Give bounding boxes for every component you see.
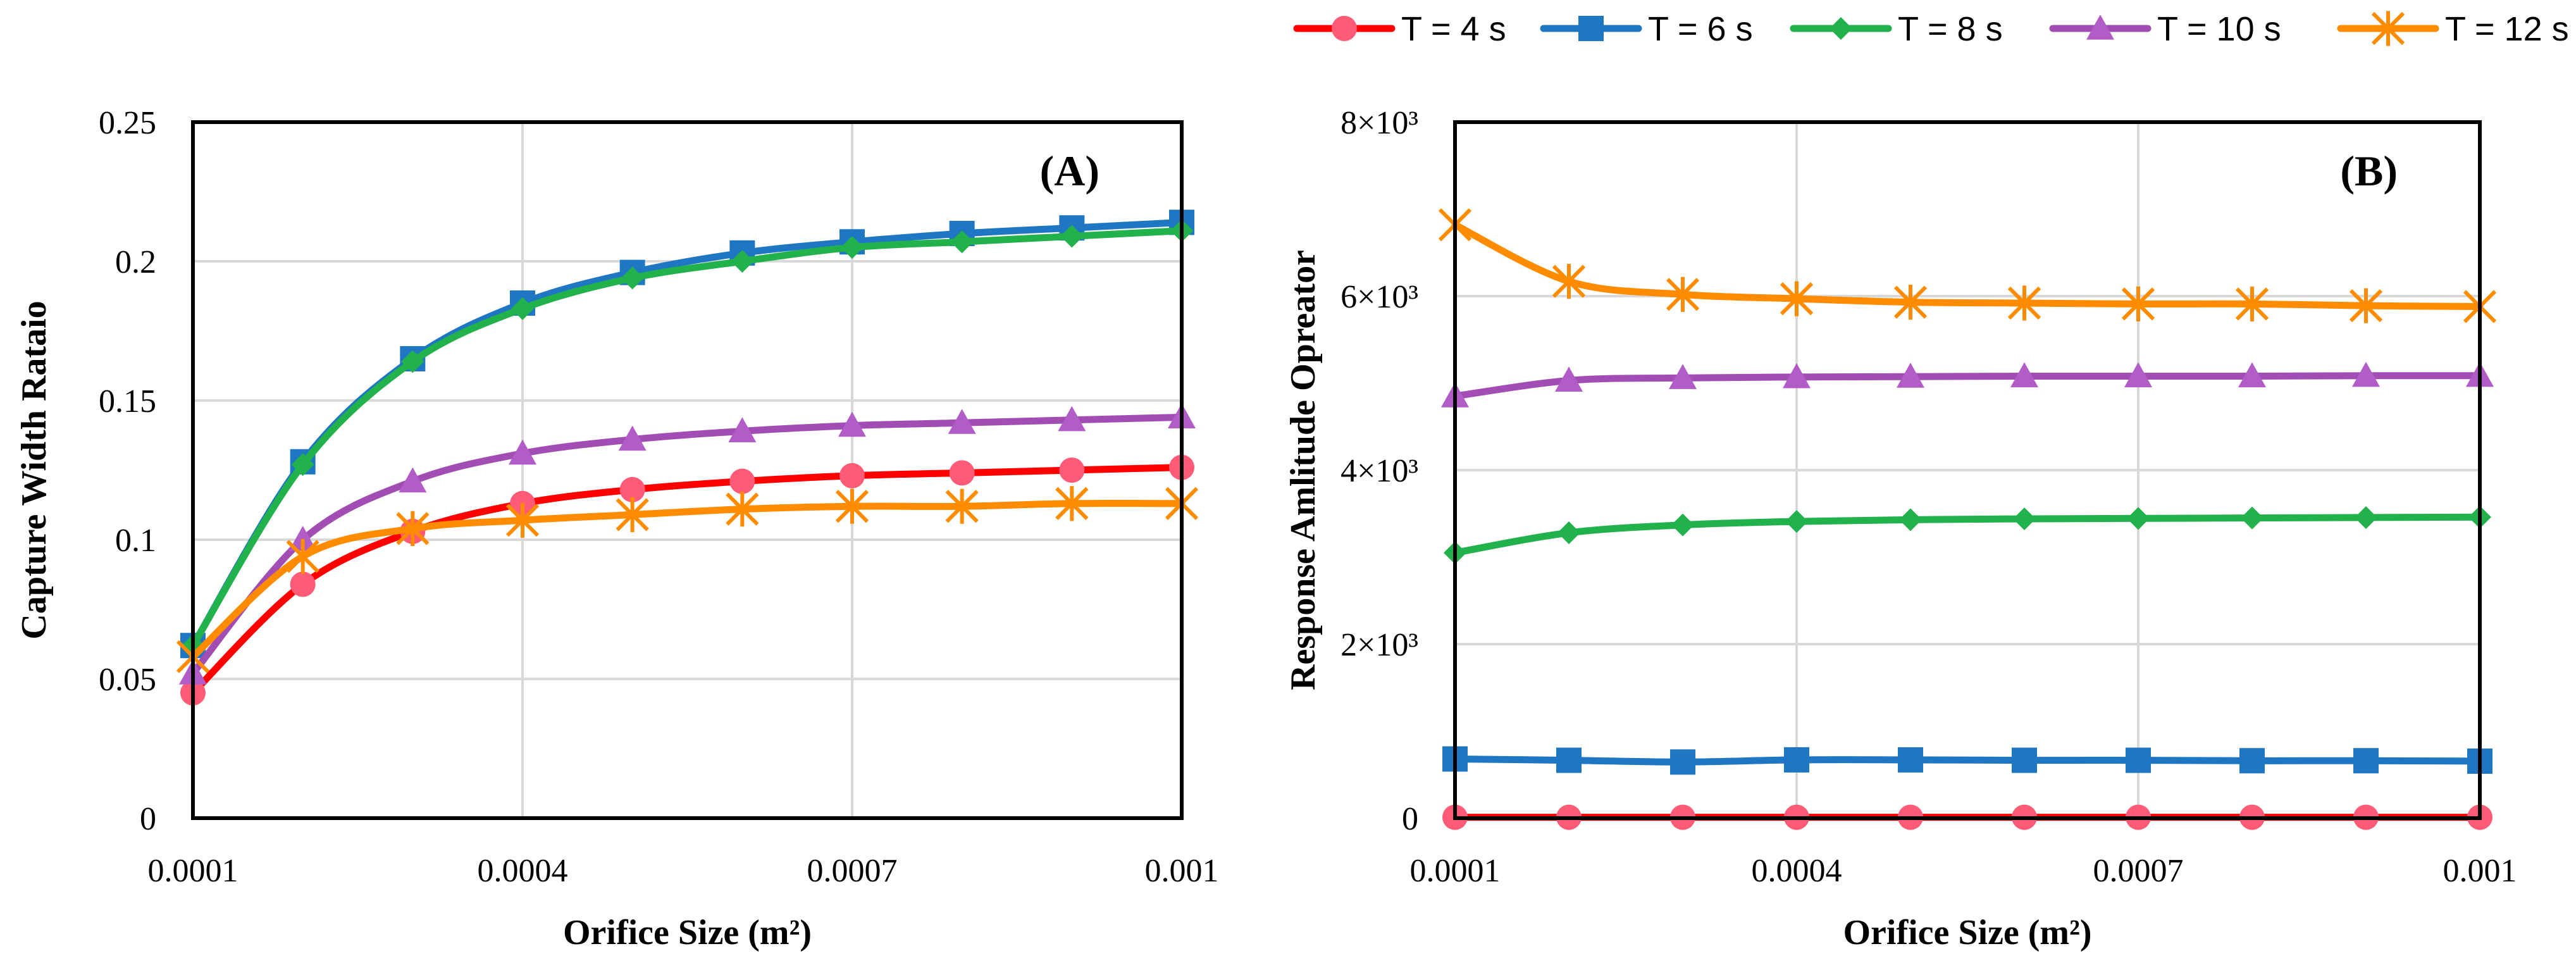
y-axis-title: Response Amlitude Opreator — [1284, 250, 1323, 690]
data-point — [1784, 747, 1809, 773]
y-tick-labels: 0 0.05 0.1 0.15 0.2 0.25 — [99, 105, 156, 837]
data-point — [2239, 748, 2265, 773]
y-tick-label: 0.05 — [99, 662, 156, 698]
x-tick-label: 0.0001 — [148, 853, 238, 889]
legend-label: T = 6 s — [1648, 10, 1753, 48]
x-tick-labels: 0.0001 0.0004 0.0007 0.001 — [1410, 853, 2517, 889]
legend-marker — [1830, 17, 1852, 40]
y-tick-label: 0.1 — [115, 523, 156, 559]
data-point — [950, 460, 975, 485]
panel-label: (B) — [2340, 147, 2398, 195]
data-point — [1059, 457, 1084, 483]
x-tick-label: 0.0007 — [807, 853, 898, 889]
legend-label: T = 10 s — [2157, 10, 2281, 48]
data-point — [729, 469, 755, 494]
x-tick-label: 0.001 — [2443, 853, 2517, 889]
legend-marker — [1332, 16, 1357, 41]
y-axis-title: Capture Width Rataio — [15, 301, 54, 639]
legend-item-t-12-s: T = 12 s — [2341, 10, 2569, 48]
y-tick-label: 6×10³ — [1341, 279, 1418, 315]
data-point — [2126, 748, 2151, 773]
legend-marker — [1578, 16, 1604, 41]
x-tick-labels: 0.0001 0.0004 0.0007 0.001 — [148, 853, 1219, 889]
legend-item-t-10-s: T = 10 s — [2053, 10, 2281, 48]
y-tick-label: 0.15 — [99, 383, 156, 420]
y-tick-label: 0 — [1402, 801, 1418, 837]
data-point — [2012, 748, 2037, 773]
data-point — [1670, 749, 1695, 774]
y-tick-label: 0.2 — [115, 244, 156, 280]
legend-item-t-8-s: T = 8 s — [1793, 10, 2003, 48]
x-tick-label: 0.0004 — [1752, 853, 1842, 889]
legend-label: T = 12 s — [2445, 10, 2569, 48]
legend: T = 4 s T = 6 s T = 8 s T = 10 s T = 12 s — [1297, 10, 2569, 48]
data-point — [2353, 748, 2379, 773]
x-tick-label: 0.0001 — [1410, 853, 1501, 889]
data-point — [839, 463, 865, 488]
data-point — [1556, 748, 1582, 773]
y-tick-label: 0 — [140, 801, 156, 837]
x-axis-title: Orifice Size (m²) — [563, 913, 812, 952]
y-tick-label: 4×10³ — [1341, 453, 1418, 489]
legend-item-t-4-s: T = 4 s — [1297, 10, 1506, 48]
data-point — [1898, 747, 1923, 773]
series-line — [1455, 759, 2480, 762]
x-axis-title: Orifice Size (m²) — [1843, 913, 2091, 952]
y-tick-label: 0.25 — [99, 105, 156, 141]
legend-label: T = 8 s — [1898, 10, 2003, 48]
x-tick-label: 0.001 — [1145, 853, 1219, 889]
data-point — [290, 571, 316, 597]
y-tick-labels: 0 2×10³ 4×10³ 6×10³ 8×10³ — [1341, 105, 1418, 837]
y-tick-label: 2×10³ — [1341, 627, 1418, 663]
x-tick-label: 0.0007 — [2093, 853, 2184, 889]
legend-label: T = 4 s — [1401, 10, 1506, 48]
y-tick-label: 8×10³ — [1341, 105, 1418, 141]
panel-label: (A) — [1040, 147, 1099, 195]
legend-item-t-6-s: T = 6 s — [1544, 10, 1753, 48]
x-tick-label: 0.0004 — [478, 853, 568, 889]
